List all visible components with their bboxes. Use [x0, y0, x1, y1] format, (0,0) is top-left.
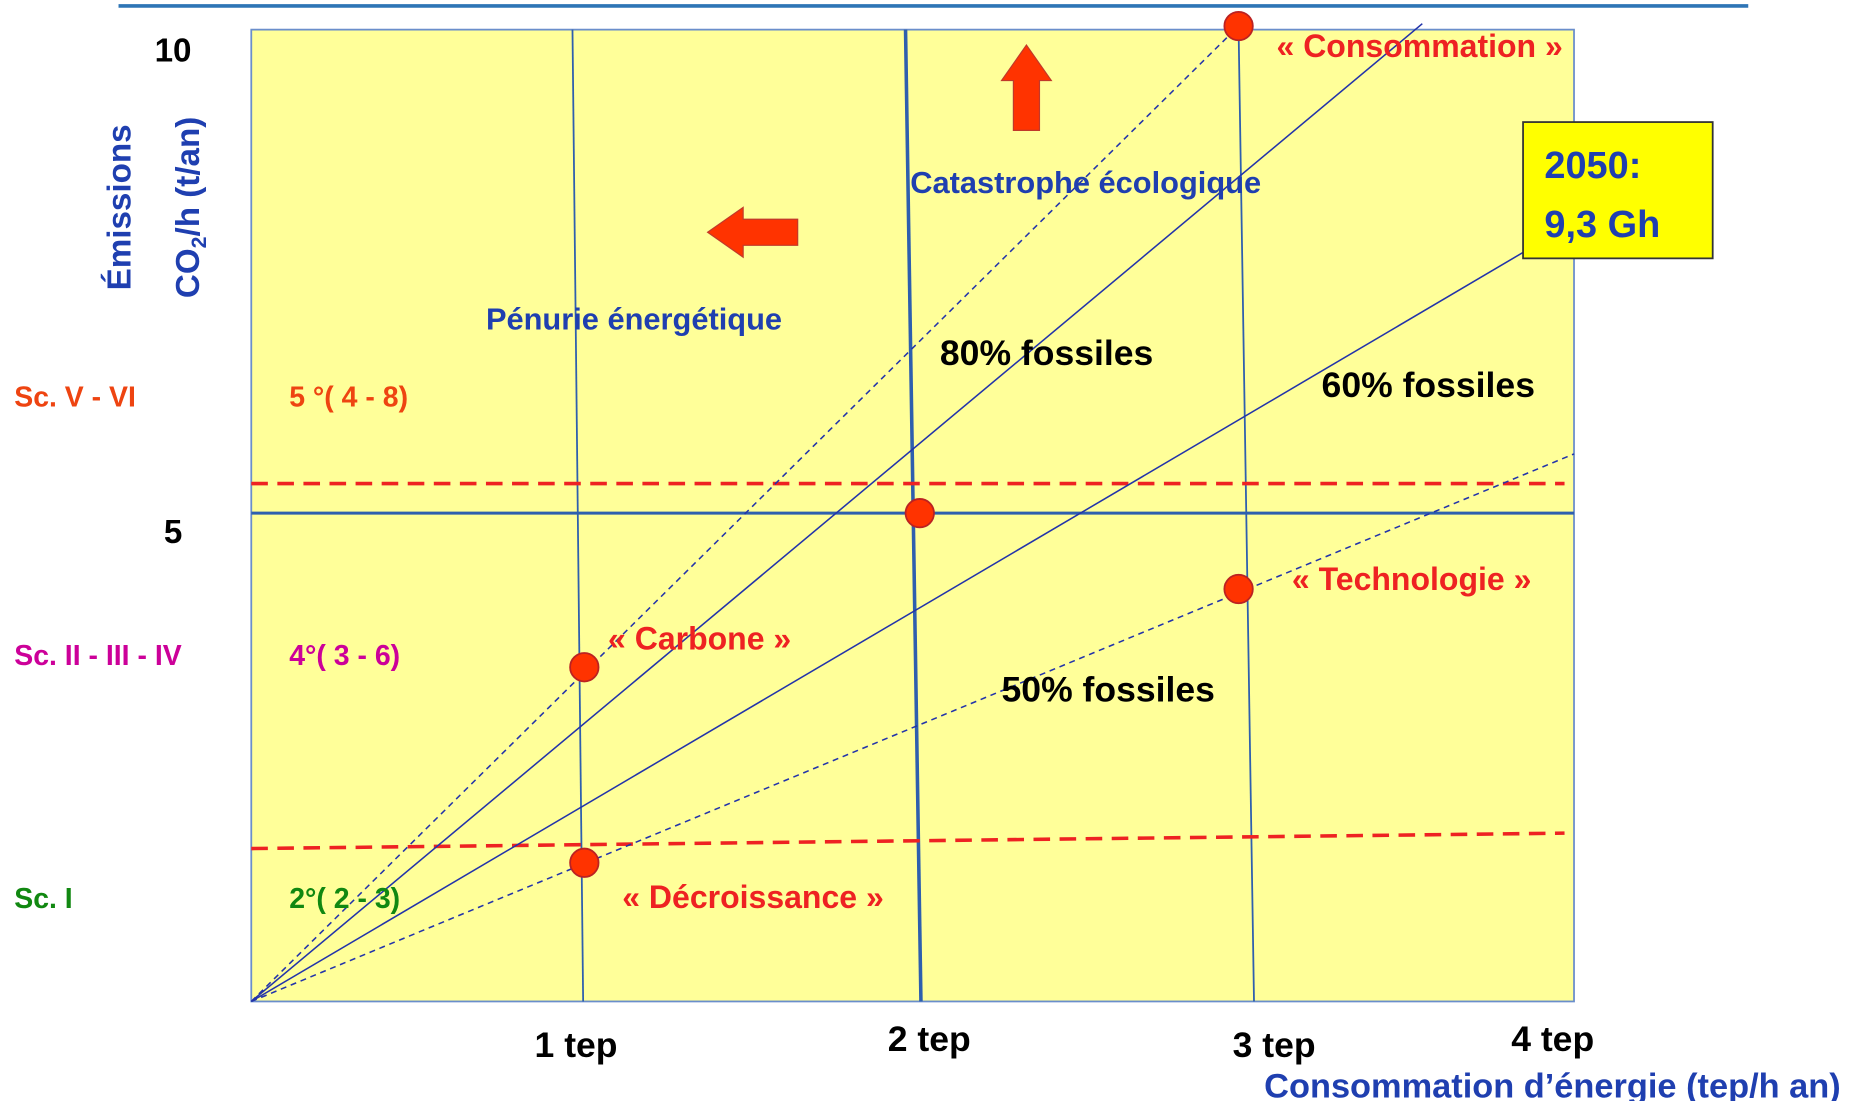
warming: 5 °( 4 - 8): [289, 382, 408, 414]
x-tick: 4 tep: [1511, 1019, 1594, 1059]
line-label: 60% fossiles: [1322, 365, 1535, 405]
callout: 2050:: [1544, 145, 1641, 187]
zone: Pénurie énergétique: [486, 301, 782, 336]
scenario: Sc. II - III - IV: [14, 640, 182, 672]
callout-box: [1522, 121, 1714, 260]
y-unit: CO2/h (t/an): [170, 117, 211, 298]
x-tick: 3 tep: [1233, 1025, 1316, 1065]
warming: 2°( 2 - 3): [289, 883, 400, 915]
x-axis-title: Consommation d’énergie (tep/h an): [1264, 1067, 1841, 1101]
y-tick: 5: [164, 514, 182, 551]
scenario: Sc. I: [14, 883, 73, 915]
scenario: Sc. V - VI: [14, 382, 136, 414]
x-tick: 2 tep: [888, 1019, 971, 1059]
point-label: « Décroissance »: [622, 879, 884, 915]
y-title: Émissions: [100, 124, 138, 290]
fossil-lines: [250, 23, 1575, 1003]
point-label: « Carbone »: [608, 620, 791, 656]
point-label: « Consommation »: [1277, 28, 1563, 64]
callout: 9,3 Gh: [1544, 204, 1660, 246]
zone: Catastrophe écologique: [910, 165, 1261, 200]
y-axis-title: Émissions CO2/h (t/an): [100, 117, 211, 298]
arrow-left: [706, 206, 799, 259]
points: [569, 10, 1254, 878]
y-tick: 10: [155, 33, 192, 70]
line-label: 50% fossiles: [1002, 670, 1215, 710]
point-label: « Technologie »: [1292, 561, 1531, 597]
scenario-lines: [251, 481, 1565, 851]
arrow-up: [1000, 44, 1053, 131]
x-tick: 1 tep: [535, 1025, 618, 1065]
warming: 4°( 3 - 6): [289, 640, 400, 672]
line-label: 80% fossiles: [940, 333, 1153, 373]
